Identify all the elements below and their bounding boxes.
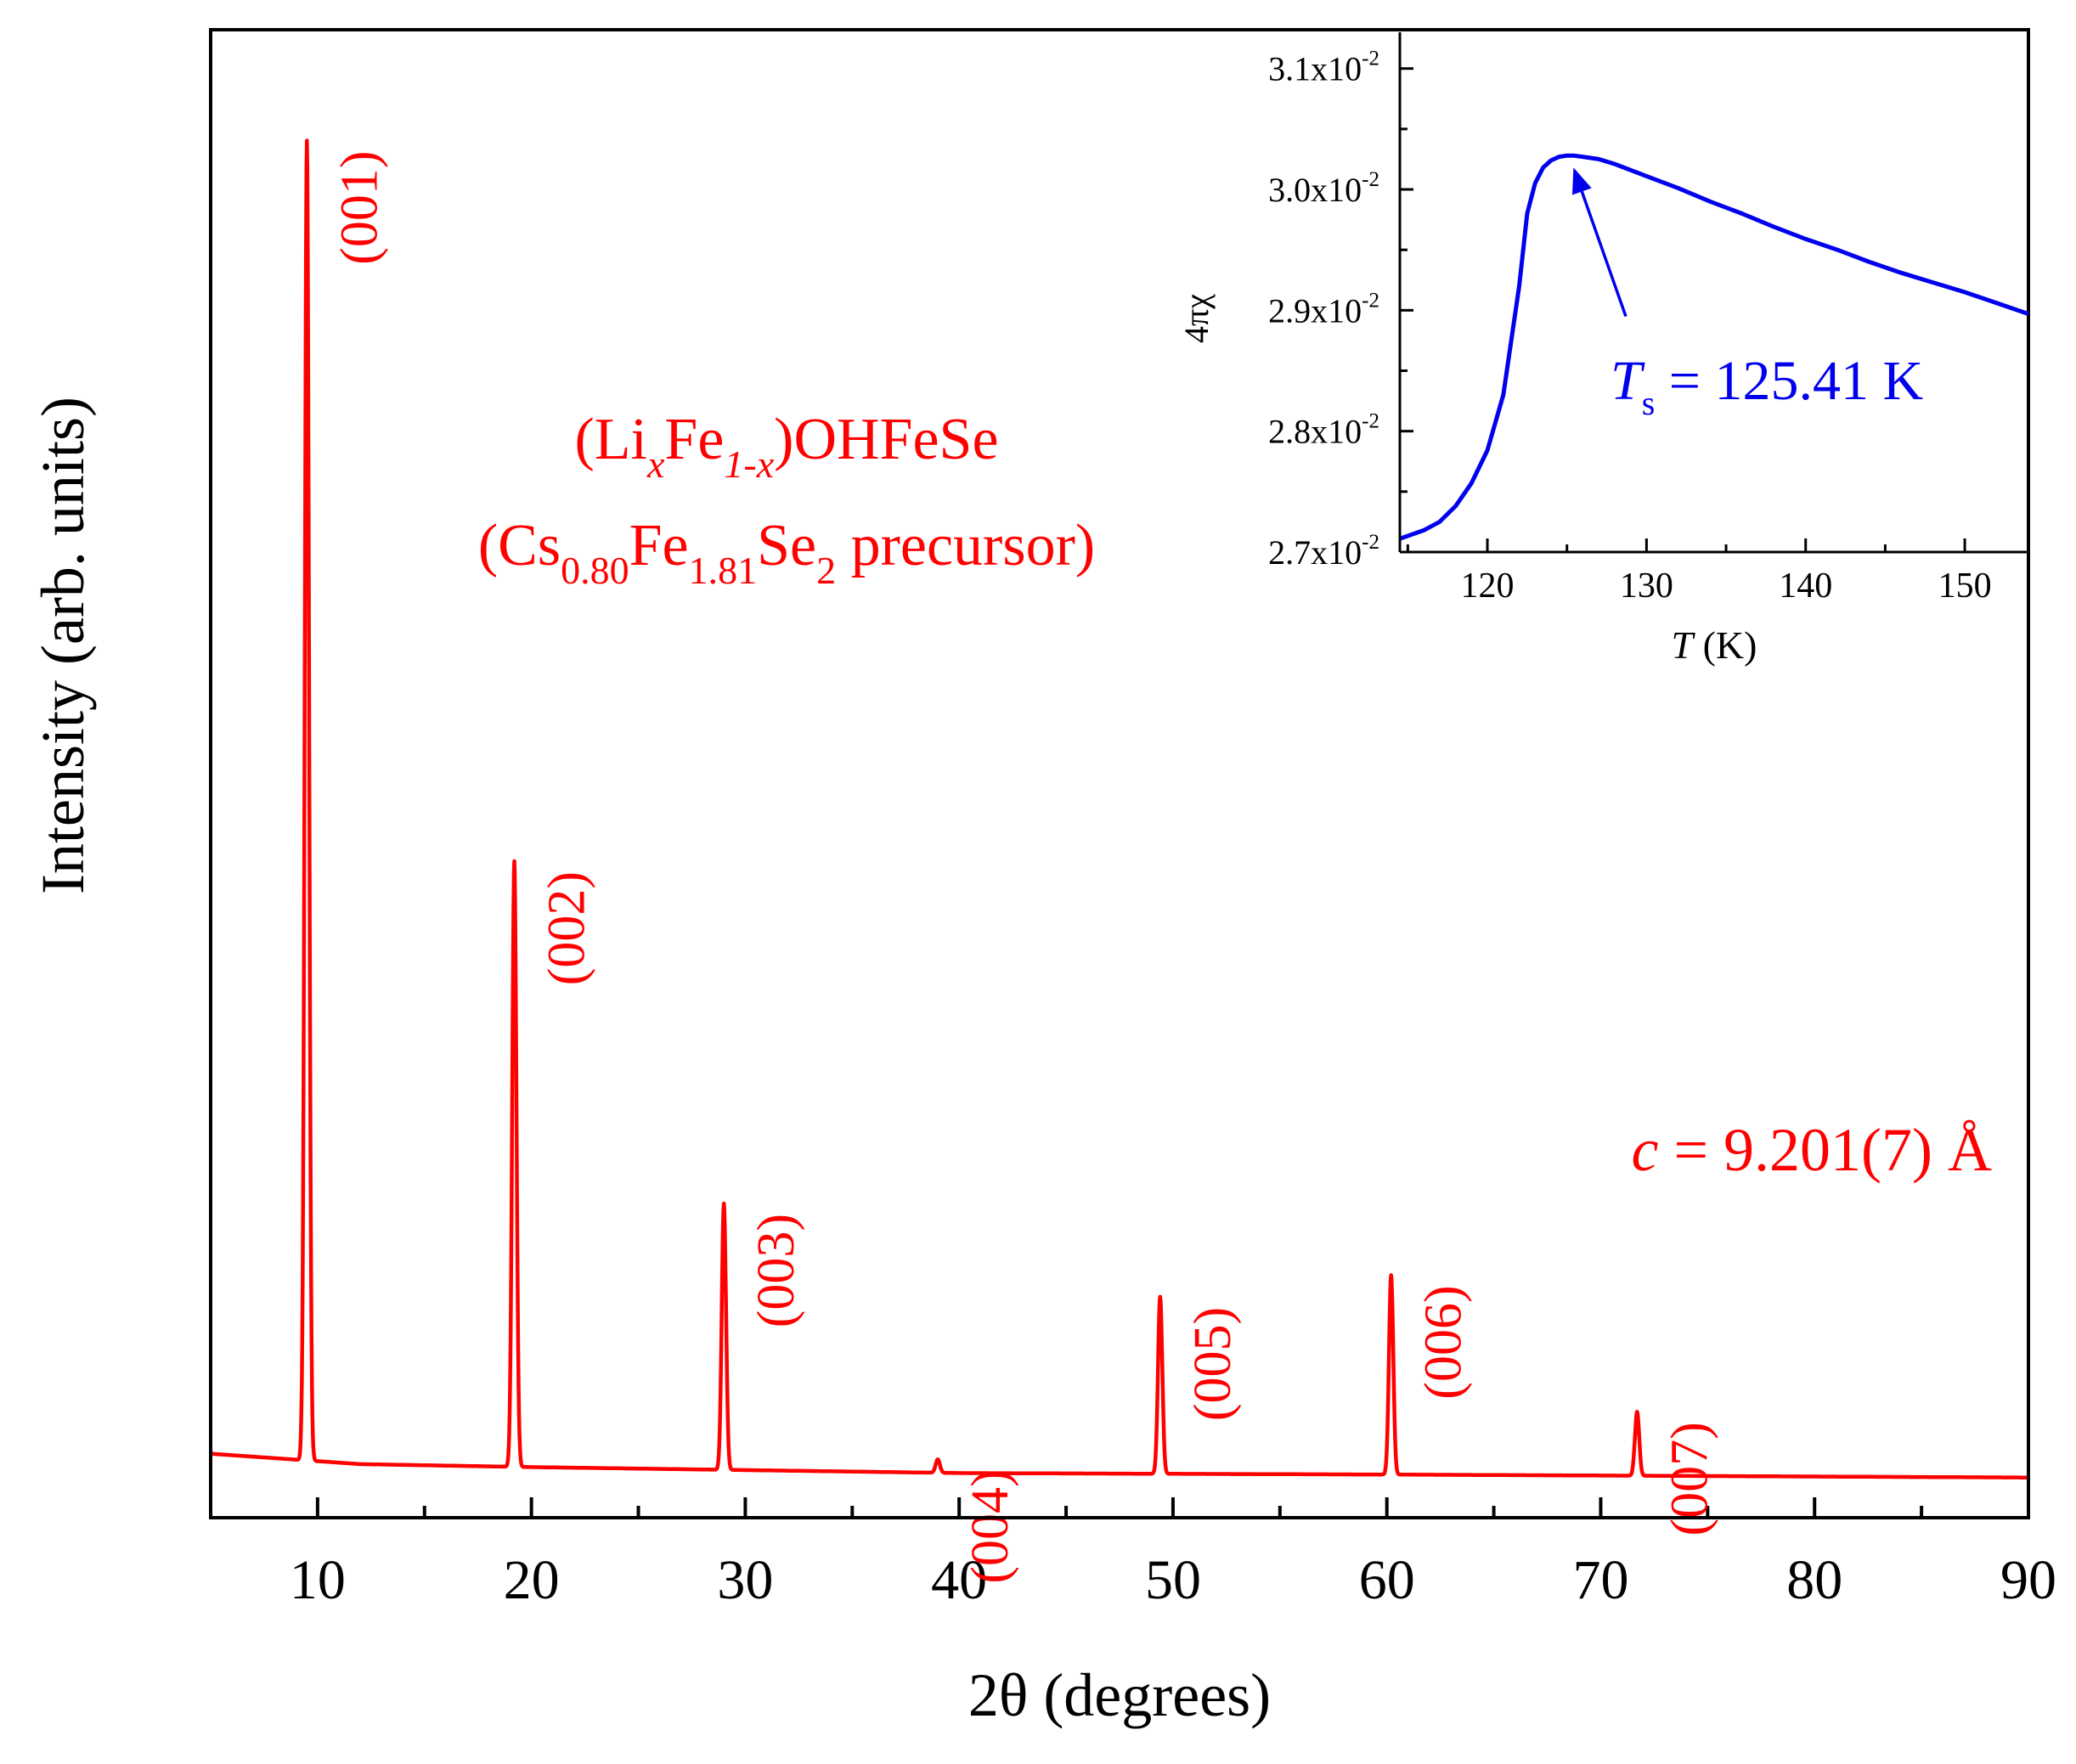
x-tick-label: 60: [1359, 1549, 1415, 1611]
x-tick-label: 80: [1786, 1549, 1842, 1611]
x-tick-label: 10: [290, 1549, 346, 1611]
main-y-axis-label: Intensity (arb. units): [29, 397, 97, 894]
inset-y-tick-labels: 2.7x10-2 2.8x10-2 2.9x10-2 3.0x10-2 3.1x10-2: [1268, 48, 1379, 572]
inset-x-tick-label: 140: [1779, 566, 1832, 606]
x-axis-unit: (degrees): [1028, 1661, 1271, 1729]
precursor-formula: (Cs0.80Fe1.81Se2 precursor): [478, 513, 1095, 592]
ts-annotation: Ts = 125.41 K: [1611, 350, 1923, 422]
inset-x-tick-labels: 120 130 140 150: [1461, 566, 1992, 606]
x-tick-label: 70: [1572, 1549, 1628, 1611]
x-tick-label: 90: [2000, 1549, 2056, 1611]
xrd-pattern-line: [209, 138, 2030, 1479]
inset-x-tick-label: 150: [1938, 566, 1992, 606]
peak-label: (006): [1415, 1285, 1473, 1399]
x-tick-label: 50: [1145, 1549, 1201, 1611]
inset-chart: 2.7x10-2 2.8x10-2 2.9x10-2 3.0x10-2 3.1x10-2…: [1177, 32, 2029, 667]
ts-arrow-line: [1580, 190, 1628, 318]
inset-y-tick-label: 3.0x10-2: [1268, 168, 1379, 209]
inset-y-tick-label: 3.1x10-2: [1268, 48, 1379, 88]
main-x-axis-label: 2θ (degrees): [968, 1661, 1271, 1729]
inset-y-axis-label: 4πχ: [1177, 294, 1216, 343]
main-x-ticks: [209, 1497, 2030, 1518]
inset-y-tick-label: 2.8x10-2: [1268, 410, 1379, 451]
peak-label: (003): [747, 1214, 805, 1327]
peak-label: (002): [539, 871, 596, 985]
main-x-tick-labels: 10 20 30 40 50 60 70 80 90: [290, 1549, 2056, 1611]
inset-y-tick-label: 2.7x10-2: [1268, 531, 1379, 572]
peak-label: (005): [1184, 1307, 1242, 1421]
compound-formula: (LixFe1-x)OHFeSe: [574, 407, 998, 486]
inset-background: [1400, 32, 2027, 552]
inset-ticks: [1400, 67, 1966, 554]
peak-label: (004): [962, 1469, 1019, 1583]
inset-x-tick-label: 120: [1461, 566, 1515, 606]
inset-y-tick-label: 2.9x10-2: [1268, 289, 1379, 330]
x-tick-label: 20: [504, 1549, 560, 1611]
lattice-parameter: c = 9.201(7) Å: [1631, 1116, 1992, 1184]
ts-arrow: [1572, 167, 1628, 318]
main-plot-frame: [209, 28, 2030, 1519]
x-tick-label: 30: [717, 1549, 773, 1611]
susceptibility-curve: [1399, 153, 2029, 541]
inset-x-axis-label: T (K): [1672, 623, 1757, 667]
two-theta-symbol: 2θ: [968, 1661, 1029, 1729]
ts-arrow-head: [1572, 167, 1592, 195]
x-tick-label: 40: [931, 1549, 987, 1611]
peak-label: (001): [330, 151, 388, 265]
inset-x-tick-label: 130: [1620, 566, 1673, 606]
main-chart: 10 20 30 40 50 60 70 80 90 (001) (002) (003) (004) (…: [29, 28, 2056, 1729]
